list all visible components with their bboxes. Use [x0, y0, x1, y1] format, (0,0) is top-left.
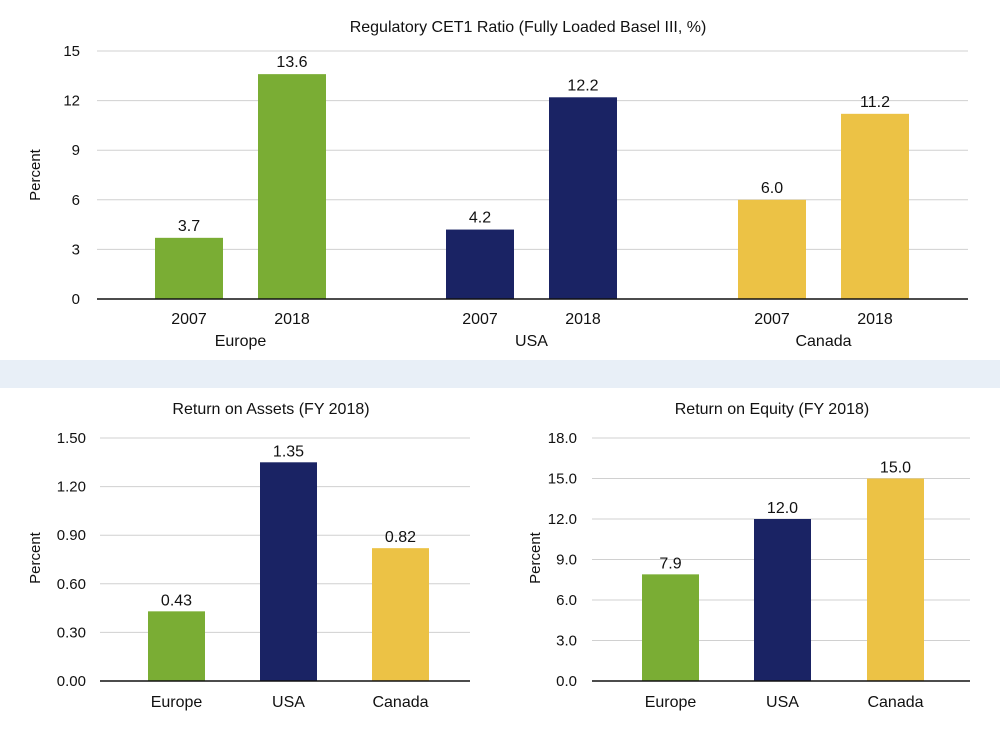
x-tick-label: Canada	[372, 694, 428, 711]
bar	[260, 462, 317, 681]
x-tick-label: 2018	[857, 311, 893, 328]
data-label: 13.6	[276, 54, 307, 71]
group-label: Europe	[215, 333, 267, 350]
group-label: Canada	[795, 333, 851, 350]
x-tick-label: Europe	[645, 694, 697, 711]
bar	[841, 113, 909, 300]
x-tick-label: 2018	[565, 311, 601, 328]
bar	[642, 574, 699, 681]
chart-title: Return on Assets (FY 2018)	[172, 401, 369, 418]
bar	[155, 237, 223, 299]
y-tick-label: 1.20	[57, 479, 86, 496]
bar	[258, 74, 326, 299]
cet1-chart-panel: Regulatory CET1 Ratio (Fully Loaded Base…	[0, 0, 1000, 360]
data-label: 0.82	[385, 529, 416, 546]
bar	[738, 199, 806, 299]
bar	[867, 478, 924, 681]
x-tick-label: 2007	[171, 311, 207, 328]
chart-title: Return on Equity (FY 2018)	[675, 401, 869, 418]
roa-chart: Return on Assets (FY 2018) 0.00 0.30 0.60 0.…	[27, 401, 470, 711]
y-axis-label: Percent	[27, 148, 44, 201]
bar	[148, 611, 205, 681]
y-tick-label: 15.0	[548, 471, 577, 488]
y-tick-label: 12	[63, 93, 80, 110]
data-label: 1.35	[273, 443, 304, 460]
y-tick-label: 0.90	[57, 527, 86, 544]
data-label: 15.0	[880, 460, 911, 477]
y-tick-label: 0	[72, 291, 80, 308]
data-label: 6.0	[761, 180, 783, 197]
y-axis-label: Percent	[27, 531, 44, 584]
roe-chart: Return on Equity (FY 2018) 0.0 3.0 6.0 9.0 12…	[527, 401, 970, 711]
y-tick-label: 9.0	[556, 552, 577, 569]
group-label: USA	[515, 333, 548, 350]
y-tick-label: 3	[72, 241, 80, 258]
section-divider-band	[0, 360, 1000, 388]
y-axis-label: Percent	[527, 531, 544, 584]
cet1-chart: Regulatory CET1 Ratio (Fully Loaded Base…	[27, 19, 968, 350]
data-label: 12.2	[567, 77, 598, 94]
x-tick-label: USA	[766, 694, 799, 711]
bar	[549, 97, 617, 299]
y-tick-label: 18.0	[548, 430, 577, 447]
data-label: 0.43	[161, 592, 192, 609]
x-tick-label: 2007	[754, 311, 790, 328]
x-tick-label: 2018	[274, 311, 310, 328]
x-tick-label: Canada	[867, 694, 923, 711]
y-tick-label: 0.30	[57, 624, 86, 641]
chart-title: Regulatory CET1 Ratio (Fully Loaded Base…	[350, 19, 707, 36]
y-tick-label: 3.0	[556, 633, 577, 650]
data-label: 7.9	[659, 555, 681, 572]
bar	[372, 548, 429, 681]
y-tick-label: 6	[72, 192, 80, 209]
data-label: 3.7	[178, 218, 200, 235]
x-tick-label: 2007	[462, 311, 498, 328]
x-tick-label: USA	[272, 694, 305, 711]
y-tick-label: 0.60	[57, 576, 86, 593]
y-tick-label: 9	[72, 142, 80, 159]
x-tick-label: Europe	[151, 694, 203, 711]
y-tick-label: 6.0	[556, 592, 577, 609]
bar	[446, 229, 514, 299]
data-label: 11.2	[860, 94, 890, 111]
data-label: 12.0	[767, 500, 798, 517]
y-tick-label: 1.50	[57, 430, 86, 447]
bar	[754, 519, 811, 681]
data-label: 4.2	[469, 210, 491, 227]
y-tick-label: 15	[63, 43, 80, 60]
y-tick-label: 12.0	[548, 511, 577, 528]
y-tick-label: 0.00	[57, 673, 86, 690]
y-tick-label: 0.0	[556, 673, 577, 690]
